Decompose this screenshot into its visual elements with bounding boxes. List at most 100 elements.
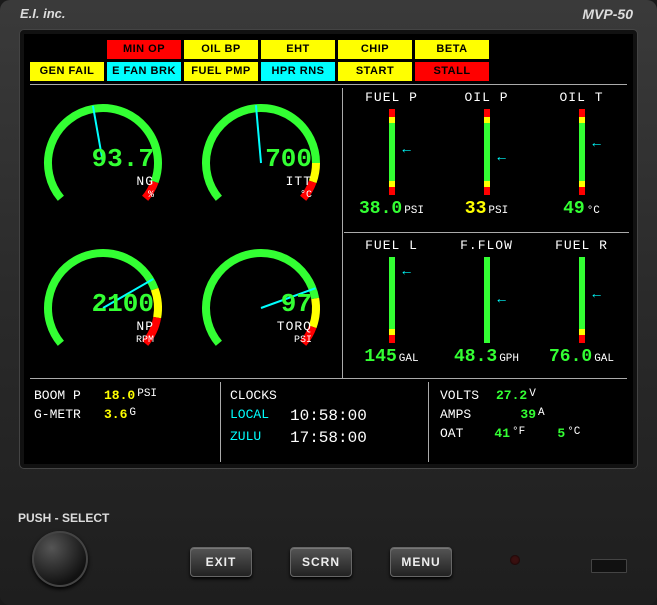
bar-unit: PSI: [404, 205, 424, 217]
bar-unit: °C: [587, 205, 600, 217]
oat-label: OAT: [440, 426, 480, 441]
oat-value-f: 41: [480, 426, 510, 441]
bar-value: 33: [465, 199, 487, 219]
gauge-unit: RPM: [24, 335, 154, 346]
bar-oilp: OIL P ← 33PSI: [439, 88, 534, 230]
annunciator: OIL BP: [184, 40, 258, 59]
divider: [30, 84, 627, 85]
gauge-label: NP: [24, 319, 154, 334]
bar-value: 38.0: [359, 199, 402, 219]
scrn-button[interactable]: SCRN: [290, 547, 352, 577]
annunciator: HPR RNS: [261, 62, 335, 81]
bar-unit: GAL: [594, 353, 614, 365]
gauge-value: 700: [182, 144, 312, 174]
bar-row-2: FUEL L ← 145GALF.FLOW ← 48.3GPHFUEL R ← …: [344, 236, 629, 378]
local-value: 10:58:00: [290, 407, 367, 425]
divider: [344, 232, 629, 233]
divider: [342, 88, 343, 378]
annunciator-row-1: MIN OPOIL BPEHTCHIPBETA: [24, 40, 633, 59]
divider: [30, 378, 627, 379]
zulu-label: ZULU: [230, 429, 290, 447]
bar-title: FUEL R: [534, 238, 629, 253]
bar-unit: PSI: [488, 205, 508, 217]
gauge-unit: PSI: [182, 335, 312, 346]
brand-right: MVP-50: [582, 6, 633, 22]
gauge-value: 93.7: [24, 144, 154, 174]
bar-title: FUEL P: [344, 90, 439, 105]
bars-zone: FUEL P ← 38.0PSIOIL P ← 33PSIOIL T ← 49°…: [344, 88, 629, 378]
bar-fuelp: FUEL P ← 38.0PSI: [344, 88, 439, 230]
bottom-panel: BOOM P 18.0 PSI G-METR 3.6 G CLOCKS LOCA…: [30, 382, 627, 460]
gauge-label: TORQ: [182, 319, 312, 334]
device-bezel: E.I. inc. MVP-50 MIN OPOIL BPEHTCHIPBETA…: [0, 0, 657, 605]
amps-label: AMPS: [440, 407, 496, 422]
annunciator: MIN OP: [107, 40, 181, 59]
local-label: LOCAL: [230, 407, 290, 425]
gauge-label: NG: [24, 174, 154, 189]
gauge-unit: °C: [182, 190, 312, 201]
clocks-title: CLOCKS: [230, 388, 277, 403]
brand-left: E.I. inc.: [20, 6, 66, 21]
display-screen: MIN OPOIL BPEHTCHIPBETA GEN FAILE FAN BR…: [20, 30, 637, 468]
led-indicator: [510, 555, 520, 565]
bar-unit: GAL: [399, 353, 419, 365]
gauge-unit: %: [24, 190, 154, 201]
bar-pointer-icon: ←: [400, 140, 414, 156]
gmetr-value: 3.6: [104, 407, 127, 422]
bar-title: OIL T: [534, 90, 629, 105]
gauge-value: 2100: [24, 289, 154, 319]
usb-port[interactable]: [591, 559, 627, 573]
exit-button[interactable]: EXIT: [190, 547, 252, 577]
bar-title: OIL P: [439, 90, 534, 105]
gauge-itt: 700 ITT °C: [182, 88, 340, 233]
annunciator: FUEL PMP: [184, 62, 258, 81]
menu-button[interactable]: MENU: [390, 547, 452, 577]
gauge-torq: 97 TORQ PSI: [182, 233, 340, 378]
volts-label: VOLTS: [440, 388, 496, 403]
annunciator: EHT: [261, 40, 335, 59]
volts-unit: V: [529, 388, 536, 403]
oat-unit-c: °C: [567, 426, 580, 441]
bar-pointer-icon: ←: [590, 285, 604, 301]
bar-unit: GPH: [499, 353, 519, 365]
rotary-knob[interactable]: [32, 531, 88, 587]
gauge-value: 97: [182, 289, 312, 319]
annunciator: E FAN BRK: [107, 62, 181, 81]
annunciator: START: [338, 62, 412, 81]
bar-fuell: FUEL L ← 145GAL: [344, 236, 439, 378]
amps-unit: A: [538, 407, 545, 422]
bar-oilt: OIL T ← 49°C: [534, 88, 629, 230]
bar-title: F.FLOW: [439, 238, 534, 253]
boom-p-label: BOOM P: [34, 388, 104, 403]
oat-value-c: 5: [525, 426, 565, 441]
gauge-np: 2100 NP RPM: [24, 233, 182, 378]
bar-value: 48.3: [454, 347, 497, 367]
bottom-col-elec: VOLTS 27.2 V AMPS 39 A OAT 41 °F 5 °C: [440, 388, 627, 445]
bar-value: 145: [364, 347, 396, 367]
bar-fflow: F.FLOW ← 48.3GPH: [439, 236, 534, 378]
annunciator-row-2: GEN FAILE FAN BRKFUEL PMPHPR RNSSTARTSTA…: [24, 62, 633, 81]
gauge-ng: 93.7 NG %: [24, 88, 182, 233]
annunciator: GEN FAIL: [30, 62, 104, 81]
bar-pointer-icon: ←: [495, 290, 509, 306]
bottom-col-clocks: CLOCKS LOCAL 10:58:00 ZULU 17:58:00: [230, 388, 430, 451]
volts-value: 27.2: [496, 388, 527, 403]
annunciator: CHIP: [338, 40, 412, 59]
bar-value: 49: [563, 199, 585, 219]
bottom-col-1: BOOM P 18.0 PSI G-METR 3.6 G: [34, 388, 220, 426]
oat-unit-f: °F: [512, 426, 525, 441]
bar-pointer-icon: ←: [495, 148, 509, 164]
zulu-value: 17:58:00: [290, 429, 367, 447]
knob-label: PUSH - SELECT: [18, 511, 109, 525]
gauge-zone: 93.7 NG % 700 ITT °C 2100 NP RPM 97 TORQ…: [24, 88, 340, 378]
bar-fuelr: FUEL R ← 76.0GAL: [534, 236, 629, 378]
bar-pointer-icon: ←: [400, 262, 414, 278]
bar-pointer-icon: ←: [590, 134, 604, 150]
amps-value: 39: [496, 407, 536, 422]
annunciator: BETA: [415, 40, 489, 59]
gauge-label: ITT: [182, 174, 312, 189]
gmetr-label: G-METR: [34, 407, 104, 422]
annunciator: STALL: [415, 62, 489, 81]
bar-title: FUEL L: [344, 238, 439, 253]
gmetr-unit: G: [129, 407, 136, 422]
